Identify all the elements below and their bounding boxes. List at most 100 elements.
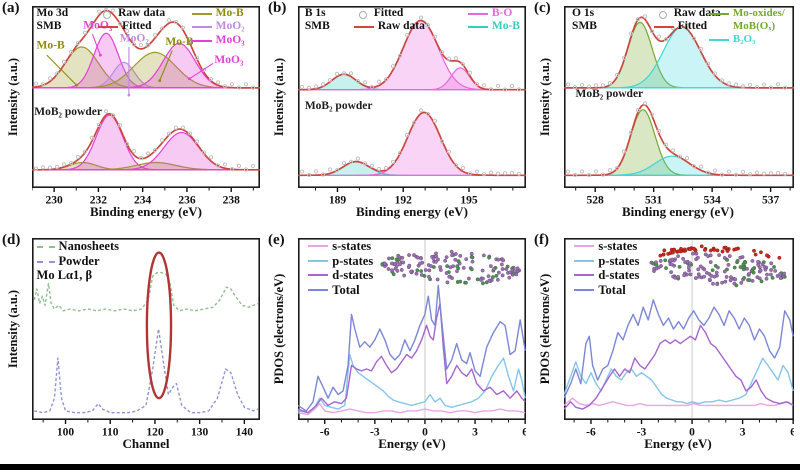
raw-data-marker <box>180 125 186 130</box>
raw-data-marker <box>397 53 403 58</box>
raw-data-marker <box>509 170 515 176</box>
raw-data-marker <box>152 148 158 153</box>
legend-item: O 1s <box>572 7 597 21</box>
fitted-envelope <box>32 9 260 89</box>
raw-data-marker <box>502 171 508 176</box>
raw-data-marker <box>747 82 753 87</box>
spectrum-name-label: MoB₂ powder <box>305 100 373 112</box>
svg-text:3: 3 <box>740 427 746 439</box>
raw-data-marker <box>663 142 669 147</box>
y-axis-label-e: PDOS (electrons/eV) <box>272 273 286 385</box>
legend-block-a-2: Mo-B MoO₂ MoO₃ <box>191 7 245 48</box>
raw-data-marker <box>733 82 739 87</box>
raw-data-marker <box>355 78 361 84</box>
raw-data-marker <box>194 139 200 144</box>
legend-item: SMB <box>305 20 330 34</box>
legend-item: B-O <box>467 7 520 21</box>
annotation-arrow <box>46 54 77 86</box>
raw-data-marker <box>691 36 697 41</box>
raw-data-marker <box>355 156 361 161</box>
fitted-envelope <box>298 19 526 91</box>
series-Total <box>563 299 794 399</box>
raw-data-marker <box>243 82 249 87</box>
legend-label: p-states <box>332 253 374 268</box>
raw-data-marker <box>425 22 431 28</box>
raw-data-marker <box>404 32 410 38</box>
raw-data-marker <box>96 9 102 14</box>
raw-data-marker <box>621 55 627 61</box>
legend-block-b-1: Fitted Raw data <box>353 7 425 34</box>
legend-label: B 1s <box>304 6 326 19</box>
plot-area-f: -6 -3 0 3 6 s-states p-states d-states Total <box>563 238 796 445</box>
raw-data-marker <box>621 149 627 154</box>
svg-text:100: 100 <box>57 427 75 439</box>
raw-data-marker <box>726 169 732 174</box>
legend-item: SMB <box>37 20 69 34</box>
legend-block-b-0: B 1s SMB <box>305 7 330 34</box>
raw-data-marker <box>131 42 137 47</box>
raw-data-marker <box>152 32 158 38</box>
legend-label: Raw data <box>118 6 166 19</box>
panel-letter-c: (c) <box>534 0 551 16</box>
raw-data-marker <box>698 46 704 52</box>
raw-data-marker <box>761 171 767 176</box>
legend-line-swatch <box>353 26 374 29</box>
raw-data-marker <box>586 172 592 178</box>
raw-data-marker <box>313 169 319 174</box>
panel-a: (a) Intensity (a.u.) 230 232 234 236 238 MoB₂… <box>0 0 266 232</box>
raw-data-marker <box>495 171 501 176</box>
legend-line-swatch <box>467 26 488 29</box>
legend-label: d-states <box>598 268 640 283</box>
raw-data-marker <box>61 162 67 167</box>
svg-text:-3: -3 <box>370 427 380 439</box>
raw-data-marker <box>502 87 508 92</box>
raw-data-marker <box>684 23 690 28</box>
raw-data-marker <box>460 62 466 67</box>
legend-line-swatch <box>191 26 212 29</box>
raw-data-marker <box>635 17 641 22</box>
raw-data-marker <box>418 108 424 113</box>
legend-label: SMB <box>572 20 597 33</box>
series-Total <box>297 284 526 412</box>
x-axis-label-b: Binding energy (eV) <box>356 204 468 219</box>
raw-data-marker <box>516 87 522 92</box>
raw-data-marker <box>222 84 228 89</box>
annotation-arrow <box>91 34 101 56</box>
panel-letter-f: (f) <box>534 232 549 248</box>
raw-data-marker <box>411 120 417 125</box>
raw-data-marker <box>124 141 130 146</box>
panel-e: (e) PDOS (electrons/eV) -6 -3 0 3 6 s-states p… <box>266 232 532 464</box>
svg-text:110: 110 <box>102 427 119 439</box>
svg-text:-6: -6 <box>320 427 330 439</box>
x-axis-label-d: Channel <box>122 436 170 451</box>
legend-item: SMB <box>572 20 597 34</box>
legend-item: Mo-B <box>191 7 245 21</box>
legend-line-swatch <box>708 12 729 15</box>
raw-data-marker <box>474 169 480 174</box>
legend-line-swatch <box>308 274 329 277</box>
legend-line-swatch <box>467 12 488 15</box>
raw-data-marker <box>166 18 172 23</box>
raw-data-marker <box>145 43 151 48</box>
raw-data-marker <box>446 56 452 61</box>
legend-label: p-states <box>598 253 640 268</box>
annotation-arrowhead <box>158 79 162 83</box>
raw-data-marker <box>705 61 711 66</box>
legend-item: Mo-oxides/ MoB(Oₓ) <box>708 7 785 33</box>
raw-data-marker <box>173 19 179 24</box>
raw-data-marker <box>614 72 620 78</box>
xps-chart-b: 189 192 195 MoB₂ powder <box>298 6 526 207</box>
raw-data-marker <box>54 71 60 76</box>
raw-data-marker <box>572 172 578 178</box>
raw-data-marker <box>110 113 116 118</box>
legend-line-swatch <box>308 259 329 262</box>
raw-data-marker <box>439 49 445 55</box>
raw-data-marker <box>215 80 221 85</box>
svg-text:3: 3 <box>472 427 478 439</box>
raw-data-marker <box>642 14 648 19</box>
annotation-text: MoO₃ <box>214 54 244 66</box>
raw-data-marker <box>432 34 438 39</box>
raw-data-marker <box>383 77 389 82</box>
raw-data-marker <box>782 85 788 90</box>
raw-data-marker <box>40 165 46 170</box>
